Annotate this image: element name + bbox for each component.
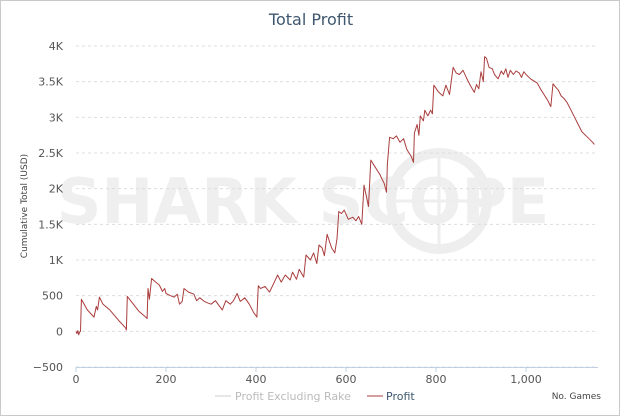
chart-title: Total Profit bbox=[268, 10, 353, 29]
y-tick-label: 2.5K bbox=[38, 147, 63, 160]
y-gridlines bbox=[76, 45, 598, 368]
x-axis-ticks: 0 200 400 600 800 1,000 bbox=[73, 367, 542, 386]
series-layer bbox=[75, 56, 595, 336]
x-axis-title: No. Games bbox=[552, 392, 602, 402]
y-tick-label: 3.5K bbox=[38, 76, 63, 89]
y-tick-label: 1.5K bbox=[38, 218, 63, 231]
y-tick-label: −500 bbox=[33, 361, 63, 374]
series-line-profit[interactable] bbox=[75, 56, 595, 336]
legend-item-profit-excluding-rake[interactable]: Profit Excluding Rake bbox=[215, 390, 351, 403]
y-axis-title: Cumulative Total (USD) bbox=[20, 154, 30, 258]
y-tick-label: 3K bbox=[49, 111, 64, 124]
x-tick-label: 600 bbox=[336, 373, 357, 386]
legend-label-profit-excluding-rake: Profit Excluding Rake bbox=[235, 390, 351, 403]
y-axis-ticks: −500 0 500 1K 1.5K 2K 2.5K 3K 3.5K 4K bbox=[33, 40, 64, 374]
x-tick-label: 200 bbox=[156, 373, 177, 386]
legend-label-profit: Profit bbox=[386, 390, 415, 403]
y-tick-label: 500 bbox=[42, 290, 63, 303]
x-tick-label: 800 bbox=[426, 373, 447, 386]
y-tick-label: 4K bbox=[49, 40, 64, 53]
legend: Profit Excluding Rake Profit bbox=[215, 390, 415, 403]
y-tick-label: 0 bbox=[56, 325, 63, 338]
y-tick-label: 2K bbox=[49, 183, 64, 196]
x-tick-label: 0 bbox=[73, 373, 80, 386]
x-tick-label: 400 bbox=[246, 373, 267, 386]
x-tick-label: 1,000 bbox=[510, 373, 542, 386]
y-tick-label: 1K bbox=[49, 254, 64, 267]
crosshair-watermark-icon bbox=[386, 148, 492, 254]
legend-item-profit[interactable]: Profit bbox=[367, 390, 415, 403]
